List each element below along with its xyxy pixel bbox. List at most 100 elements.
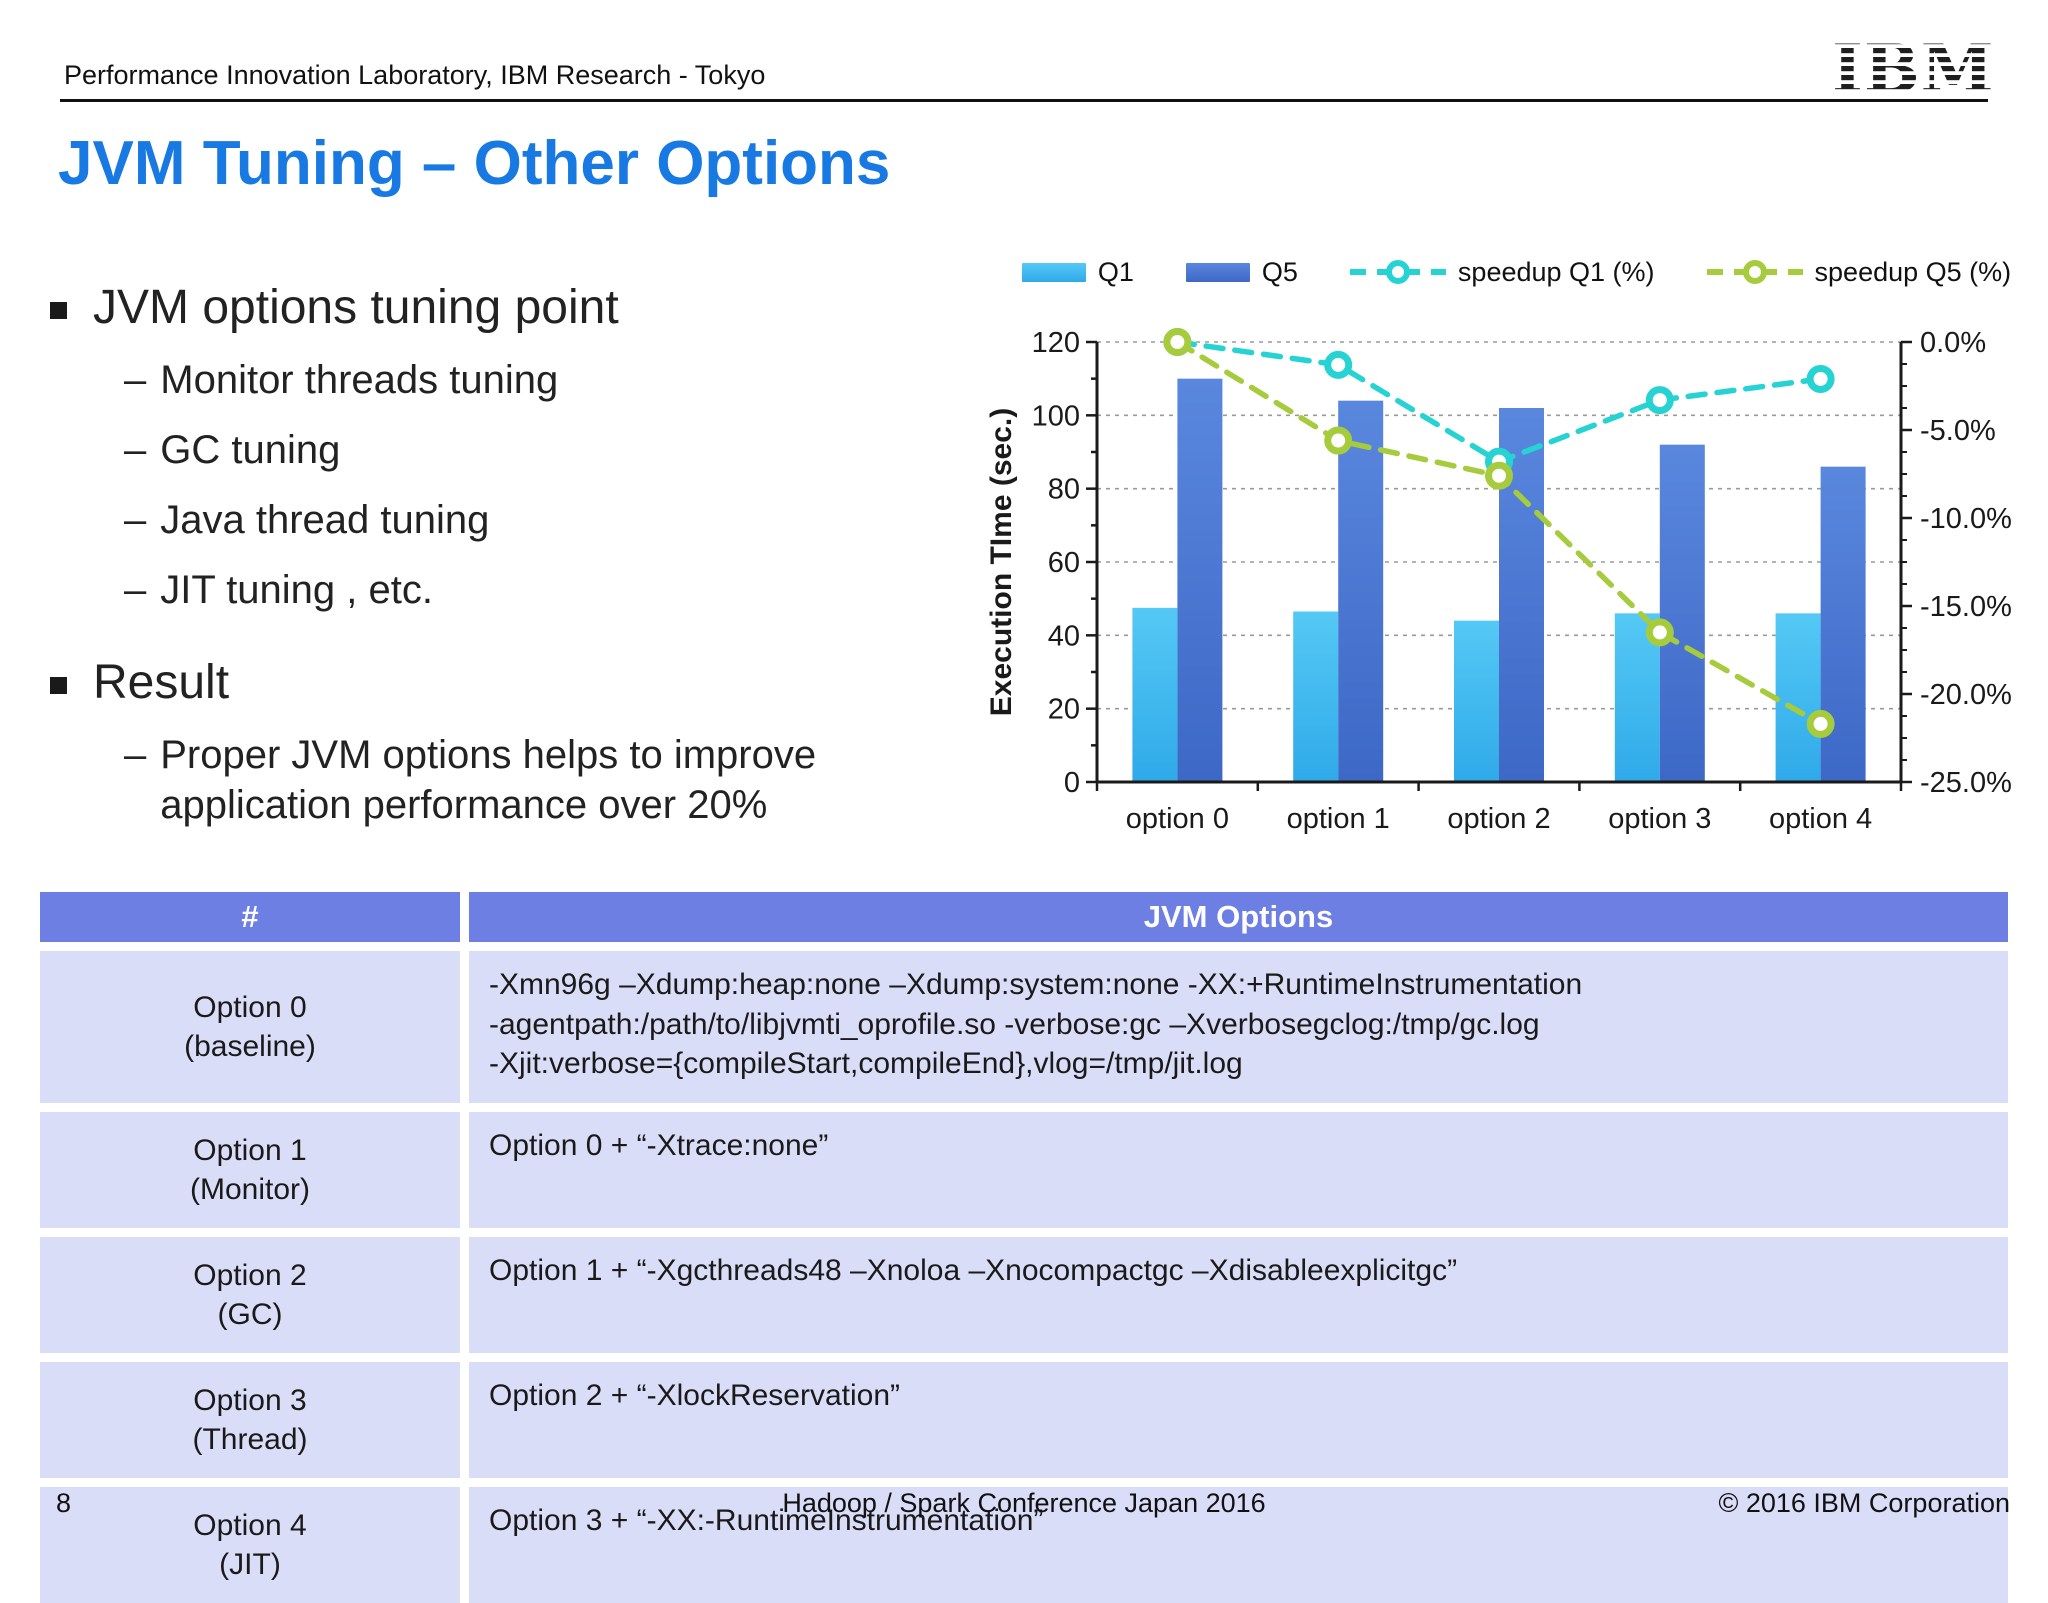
dash-icon: – [124, 428, 147, 472]
line-speedup Q5 (%) [1163, 328, 1835, 738]
bar-Q1-0 [1132, 607, 1178, 782]
slide: { "header": { "lab": "Performance Innova… [40, 30, 2048, 1603]
option-name: Option 2 [193, 1259, 307, 1292]
svg-text:0: 0 [1064, 767, 1080, 799]
sub-bullet: – Proper JVM options helps to improve app… [124, 730, 970, 830]
table-row-option-label: Option 1 (Monitor) [40, 1112, 460, 1228]
speedup-q5-line-swatch-icon [1706, 260, 1803, 284]
sub-bullet: – GC tuning [124, 425, 970, 475]
bar-Q5-0 [1177, 378, 1223, 782]
marker-speedup Q1 (%)-3 [1645, 386, 1674, 415]
svg-text:-5.0%: -5.0% [1920, 415, 1996, 447]
bar-Q5-1 [1338, 400, 1384, 782]
category-label: option 2 [1447, 803, 1550, 835]
svg-text:-25.0%: -25.0% [1920, 767, 2012, 799]
footer-conference: Hadoop / Spark Conference Japan 2016 [782, 1488, 1266, 1518]
table-row-option-label: Option 3 (Thread) [40, 1362, 460, 1478]
option-tag: (baseline) [184, 1030, 316, 1063]
svg-text:100: 100 [1032, 400, 1080, 432]
execution-time-chart: 0 20 40 60 80 100 120 0.0% -5.0% -10.0% -15.0% -20.… [985, 327, 2012, 835]
option-tag: (Thread) [192, 1423, 308, 1456]
category-label: option 0 [1126, 803, 1229, 835]
line-speedup Q1 (%) [1163, 328, 1835, 476]
table-row-option-value: Option 0 + “-Xtrace:none” [469, 1112, 2008, 1228]
svg-text:-20.0%: -20.0% [1920, 679, 2012, 711]
bullet-square-icon [50, 677, 67, 694]
dash-icon: – [124, 358, 147, 402]
category-label: option 1 [1287, 803, 1390, 835]
option-name: Option 1 [193, 1134, 307, 1167]
svg-text:40: 40 [1048, 620, 1080, 652]
bullet-jvm-options: JVM options tuning point [50, 280, 970, 335]
sub-bullet-label: JIT tuning , etc. [160, 568, 433, 612]
svg-text:20: 20 [1048, 694, 1080, 726]
legend-item-speedup-q1: speedup Q1 (%) [1349, 256, 1655, 288]
ibm-logo: IBM [1830, 30, 2008, 109]
marker-speedup Q5 (%)-4 [1806, 709, 1835, 738]
footer-copyright: © 2016 IBM Corporation [1718, 1488, 2010, 1518]
bullet-list: JVM options tuning point – Monitor thread… [50, 280, 970, 850]
q1-bar-swatch-icon [1021, 262, 1086, 282]
marker-speedup Q1 (%)-1 [1324, 350, 1353, 379]
sub-bullet: – Java thread tuning [124, 495, 970, 545]
svg-text:80: 80 [1048, 474, 1080, 506]
table-row-option-label: Option 0 (baseline) [40, 951, 460, 1103]
sub-bullet: – Monitor threads tuning [124, 355, 970, 405]
marker-speedup Q5 (%)-1 [1324, 426, 1353, 455]
page-number: 8 [56, 1488, 72, 1518]
svg-text:IBM: IBM [1832, 30, 1995, 104]
bullet-label: Result [93, 656, 230, 709]
sub-bullet-label: GC tuning [160, 428, 341, 472]
table-row-option-label: Option 2 (GC) [40, 1237, 460, 1353]
slide-title: JVM Tuning – Other Options [58, 129, 891, 198]
legend-label: Q1 [1097, 256, 1134, 287]
sub-bullet-label: Monitor threads tuning [160, 358, 559, 402]
option-tag: (GC) [217, 1298, 283, 1331]
legend-item-q5: Q5 [1185, 256, 1298, 288]
bar-Q1-4 [1775, 613, 1821, 782]
q5-bar-swatch-icon [1185, 262, 1250, 282]
gridlines [1097, 341, 1901, 710]
header-divider [60, 99, 1988, 102]
legend-item-speedup-q5: speedup Q5 (%) [1706, 256, 2012, 288]
legend-label: speedup Q1 (%) [1457, 256, 1655, 287]
bullet-label: JVM options tuning point [93, 281, 619, 334]
svg-text:-10.0%: -10.0% [1920, 503, 2012, 535]
chart-legend: Q1 Q5 speedup Q1 (%) speedup Q5 (%) [985, 250, 2048, 294]
table-header-jvm-options: JVM Options [469, 892, 2008, 942]
table-row-option-value: Option 2 + “-XlockReservation” [469, 1362, 2008, 1478]
marker-speedup Q1 (%)-4 [1806, 364, 1835, 393]
bars [1132, 378, 1866, 782]
execution-time-chart-block: Q1 Q5 speedup Q1 (%) speedup Q5 (%) 0 20 4… [985, 250, 2048, 875]
category-label: option 3 [1608, 803, 1711, 835]
bar-Q1-1 [1293, 611, 1339, 782]
legend-label: Q5 [1261, 256, 1298, 287]
header-lab-name: Performance Innovation Laboratory, IBM R… [64, 60, 766, 90]
svg-text:120: 120 [1032, 327, 1080, 359]
marker-speedup Q5 (%)-0 [1163, 328, 1192, 356]
marker-speedup Q5 (%)-3 [1645, 618, 1674, 647]
y-axis-title: Execution TIme (sec.) [985, 408, 1018, 716]
dash-icon: – [124, 568, 147, 612]
bullet-result: Result [50, 655, 970, 710]
dash-icon: – [124, 733, 147, 777]
bullet-square-icon [50, 302, 67, 319]
table-row-option-value: Option 1 + “-Xgcthreads48 –Xnoloa –Xnoco… [469, 1237, 2008, 1353]
legend-label: speedup Q5 (%) [1814, 256, 2012, 287]
category-label: option 4 [1769, 803, 1872, 835]
svg-text:-15.0%: -15.0% [1920, 591, 2012, 623]
option-name: Option 0 [193, 991, 307, 1024]
svg-text:60: 60 [1048, 547, 1080, 579]
table-row-option-value: -Xmn96g –Xdump:heap:none –Xdump:system:n… [469, 951, 2008, 1103]
speedup-q1-line-swatch-icon [1349, 260, 1446, 284]
bar-Q1-2 [1454, 620, 1499, 782]
svg-text:0.0%: 0.0% [1920, 327, 1986, 359]
option-tag: (Monitor) [189, 1173, 310, 1206]
ibm-logo-icon: IBM [1832, 30, 1995, 108]
legend-item-q1: Q1 [1021, 256, 1134, 288]
axes: 0 20 40 60 80 100 120 0.0% -5.0% -10.0% -15.0% -20.… [985, 327, 2012, 835]
marker-speedup Q5 (%)-2 [1485, 461, 1513, 490]
table-header-number: # [40, 892, 460, 942]
option-name: Option 3 [193, 1384, 307, 1417]
bar-Q5-3 [1659, 444, 1705, 782]
